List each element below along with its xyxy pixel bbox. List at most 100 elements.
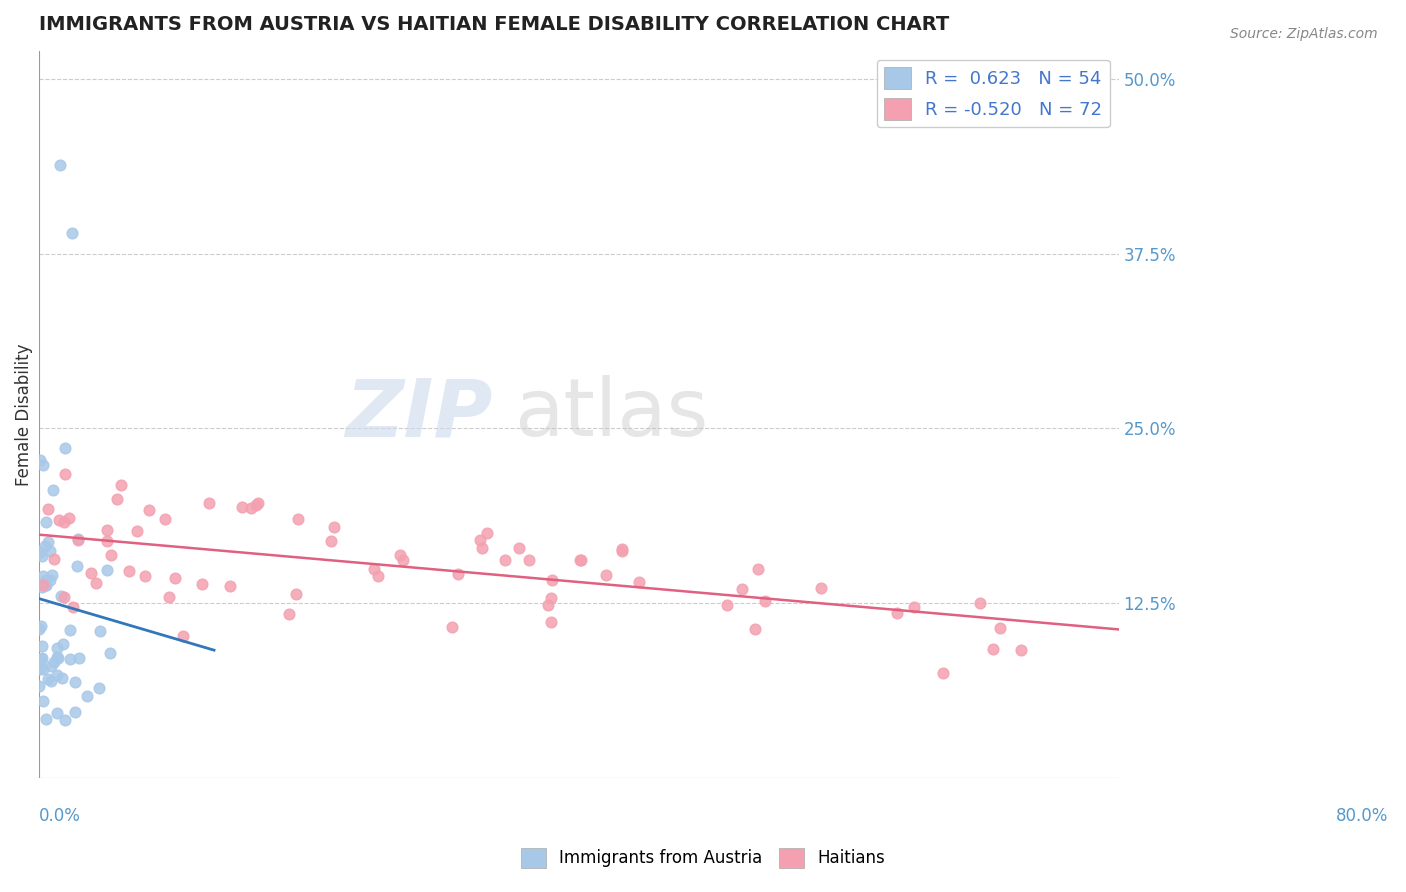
Point <box>37 673 59 687</box>
Point <box>569 553 592 567</box>
Point <box>46 650 69 665</box>
Point <box>52 637 75 651</box>
Point <box>744 622 766 636</box>
Text: atlas: atlas <box>513 376 709 453</box>
Point <box>392 553 415 567</box>
Point <box>87 681 110 695</box>
Point <box>62 599 84 614</box>
Point <box>537 599 560 613</box>
Point <box>153 512 176 526</box>
Point <box>754 594 776 608</box>
Point <box>32 662 55 676</box>
Point <box>48 513 70 527</box>
Point <box>53 442 76 456</box>
Point <box>46 706 69 720</box>
Point <box>37 502 59 516</box>
Point <box>612 541 634 556</box>
Point <box>96 534 118 549</box>
Point <box>30 619 52 633</box>
Point <box>240 501 263 516</box>
Point <box>34 515 56 529</box>
Point <box>1010 642 1032 657</box>
Point <box>468 533 491 547</box>
Point <box>89 624 111 639</box>
Point <box>163 571 186 585</box>
Point <box>277 607 299 622</box>
Point <box>28 662 51 676</box>
Point <box>76 689 98 703</box>
Point <box>118 564 141 578</box>
Point <box>55 713 77 727</box>
Point <box>86 575 108 590</box>
Point <box>247 496 270 510</box>
Point <box>231 500 253 514</box>
Point <box>67 533 90 547</box>
Text: 80.0%: 80.0% <box>1336 807 1389 825</box>
Point <box>100 548 122 562</box>
Point <box>747 562 769 576</box>
Point <box>59 651 82 665</box>
Text: 0.0%: 0.0% <box>38 807 80 825</box>
Point <box>810 581 832 595</box>
Point <box>389 549 412 563</box>
Point <box>932 666 955 681</box>
Point <box>287 512 309 526</box>
Point <box>321 534 343 549</box>
Point <box>440 620 463 634</box>
Point <box>568 553 591 567</box>
Point <box>28 679 51 693</box>
Point <box>367 569 389 583</box>
Point <box>28 622 51 636</box>
Point <box>595 567 617 582</box>
Point <box>46 651 69 665</box>
Point <box>35 573 58 587</box>
Point <box>63 705 86 719</box>
Point <box>31 639 53 653</box>
Point <box>51 671 73 685</box>
Point <box>447 567 470 582</box>
Point <box>63 675 86 690</box>
Legend: R =  0.623   N = 54, R = -0.520   N = 72: R = 0.623 N = 54, R = -0.520 N = 72 <box>876 60 1109 128</box>
Point <box>363 562 385 576</box>
Point <box>59 623 82 637</box>
Point <box>494 552 516 566</box>
Point <box>53 590 76 604</box>
Point <box>53 515 76 529</box>
Point <box>218 579 240 593</box>
Legend: Immigrants from Austria, Haitians: Immigrants from Austria, Haitians <box>515 841 891 875</box>
Point <box>31 569 53 583</box>
Y-axis label: Female Disability: Female Disability <box>15 343 32 485</box>
Point <box>322 520 344 534</box>
Text: Source: ZipAtlas.com: Source: ZipAtlas.com <box>1230 27 1378 41</box>
Point <box>37 535 59 549</box>
Point <box>58 511 80 525</box>
Point <box>31 549 53 563</box>
Point <box>34 539 56 553</box>
Point <box>628 574 651 589</box>
Point <box>191 577 214 591</box>
Point <box>31 580 53 594</box>
Point <box>471 541 494 555</box>
Point <box>44 551 66 566</box>
Point <box>42 655 65 669</box>
Point <box>988 621 1011 635</box>
Point <box>540 573 562 587</box>
Point <box>969 596 991 610</box>
Point <box>172 629 194 643</box>
Point <box>886 606 908 620</box>
Text: ZIP: ZIP <box>344 376 492 453</box>
Point <box>110 478 132 492</box>
Point <box>731 582 754 596</box>
Point <box>48 158 70 172</box>
Point <box>508 541 530 555</box>
Point <box>903 599 925 614</box>
Point <box>39 658 62 673</box>
Point <box>39 543 62 558</box>
Point <box>98 646 121 660</box>
Point <box>35 577 58 591</box>
Point <box>285 587 308 601</box>
Point <box>28 453 51 467</box>
Point <box>49 590 72 604</box>
Point <box>45 640 67 655</box>
Point <box>475 526 498 541</box>
